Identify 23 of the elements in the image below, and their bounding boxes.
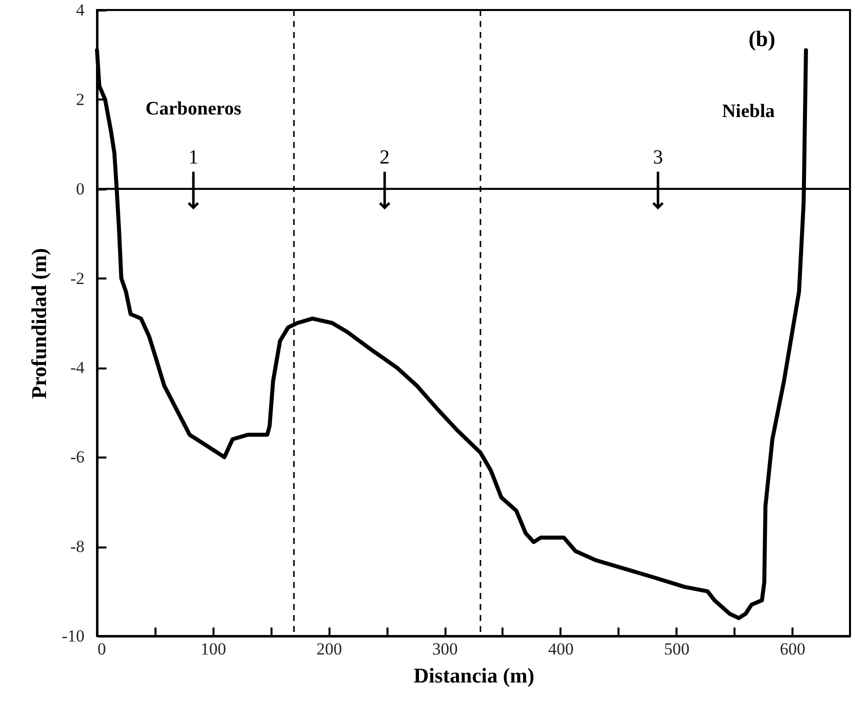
x-tick-label: 400 xyxy=(548,640,574,658)
y-axis-title: Profundidad (m) xyxy=(26,248,51,399)
y-tick-label: -6 xyxy=(70,448,84,467)
annotation: Carboneros xyxy=(146,98,242,120)
y-tick-label: -2 xyxy=(70,268,84,288)
y-tick-label: 2 xyxy=(76,90,84,109)
x-tick-label: 0 xyxy=(98,640,106,658)
annotation: 3 xyxy=(652,146,663,169)
x-tick-label: 100 xyxy=(200,640,226,658)
annotation: 1 xyxy=(188,146,198,169)
y-tick-label: -10 xyxy=(62,626,84,646)
annotation: Niebla xyxy=(722,100,776,122)
x-tick-label: 500 xyxy=(664,640,690,658)
y-tick-label: 0 xyxy=(76,179,84,198)
x-axis-title: Distancia (m) xyxy=(414,664,534,688)
annotation: 2 xyxy=(380,146,390,169)
x-tick-label: 600 xyxy=(780,640,806,658)
y-tick-label: -4 xyxy=(70,358,85,378)
x-tick-label: 300 xyxy=(432,640,458,658)
annotation: (b) xyxy=(748,26,776,51)
y-tick-label: -8 xyxy=(70,537,84,556)
y-tick-label: 4 xyxy=(76,0,85,20)
x-tick-label: 200 xyxy=(316,640,342,658)
